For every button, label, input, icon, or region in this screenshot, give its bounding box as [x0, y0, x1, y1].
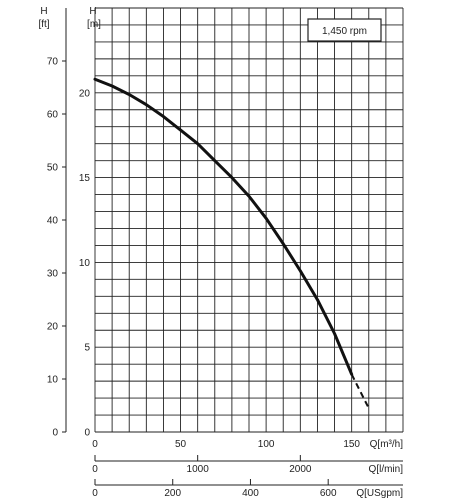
- x-axis-unit-m3h: Q[m³/h]: [370, 439, 404, 450]
- inner-axis-tick-label: 10: [79, 258, 91, 269]
- inner-axis-tick-label: 20: [79, 88, 91, 99]
- grid: [94, 7, 404, 433]
- pump-curve-extension: [350, 373, 370, 409]
- inner-axis-symbol: H: [89, 6, 96, 17]
- curve: [93, 77, 370, 409]
- x-axis-unit-lmin: Q[l/min]: [369, 464, 404, 475]
- left-axis-tick-label: 40: [47, 216, 59, 227]
- x-axes: 0 50 100 150 Q[m³/h] 0 1000 2000 Q[l/min] 0 200 400…: [92, 439, 403, 499]
- pump-curve-line: [93, 77, 354, 376]
- x-axis-tick-label-usgpm: 200: [164, 488, 181, 499]
- x-axis-tick-label-usgpm: 0: [92, 488, 98, 499]
- x-axis-tick-label-m3h: 150: [343, 439, 360, 450]
- left-axis-symbol: H: [40, 6, 47, 17]
- x-axis-tick-label-lmin: 2000: [289, 464, 312, 475]
- left-axis: 0 10 20 30 40 50 60 70: [47, 8, 67, 439]
- inner-axis-tick-label: 15: [79, 173, 91, 184]
- x-axis-unit-usgpm: Q[USgpm]: [356, 488, 403, 499]
- speed-label: 1,450 rpm: [322, 26, 367, 37]
- inner-axis-unit: [m]: [87, 19, 101, 30]
- left-axis-tick-label: 50: [47, 163, 59, 174]
- inner-axis: 0 5 10 15 20: [79, 88, 91, 438]
- x-axis-tick-label-usgpm: 600: [320, 488, 337, 499]
- speed-box: [307, 18, 382, 42]
- x-axis-tick-label-usgpm: 400: [242, 488, 259, 499]
- left-axis-tick-label: 0: [52, 428, 58, 439]
- left-axis-tick-label: 10: [47, 375, 59, 386]
- left-axis-unit: [ft]: [38, 19, 49, 30]
- left-axis-tick-label: 60: [47, 110, 59, 121]
- inner-axis-tick-label: 5: [84, 343, 90, 354]
- left-axis-tick-label: 30: [47, 269, 59, 280]
- left-axis-tick-label: 20: [47, 322, 59, 333]
- x-axis-tick-label-lmin: 0: [92, 464, 98, 475]
- x-axis-tick-label-lmin: 1000: [187, 464, 210, 475]
- x-axis-tick-label-m3h: 0: [92, 439, 98, 450]
- inner-axis-tick-label: 0: [84, 428, 90, 439]
- left-axis-tick-label: 70: [47, 57, 59, 68]
- x-axis-tick-label-m3h: 50: [175, 439, 187, 450]
- x-axis-tick-label-m3h: 100: [258, 439, 275, 450]
